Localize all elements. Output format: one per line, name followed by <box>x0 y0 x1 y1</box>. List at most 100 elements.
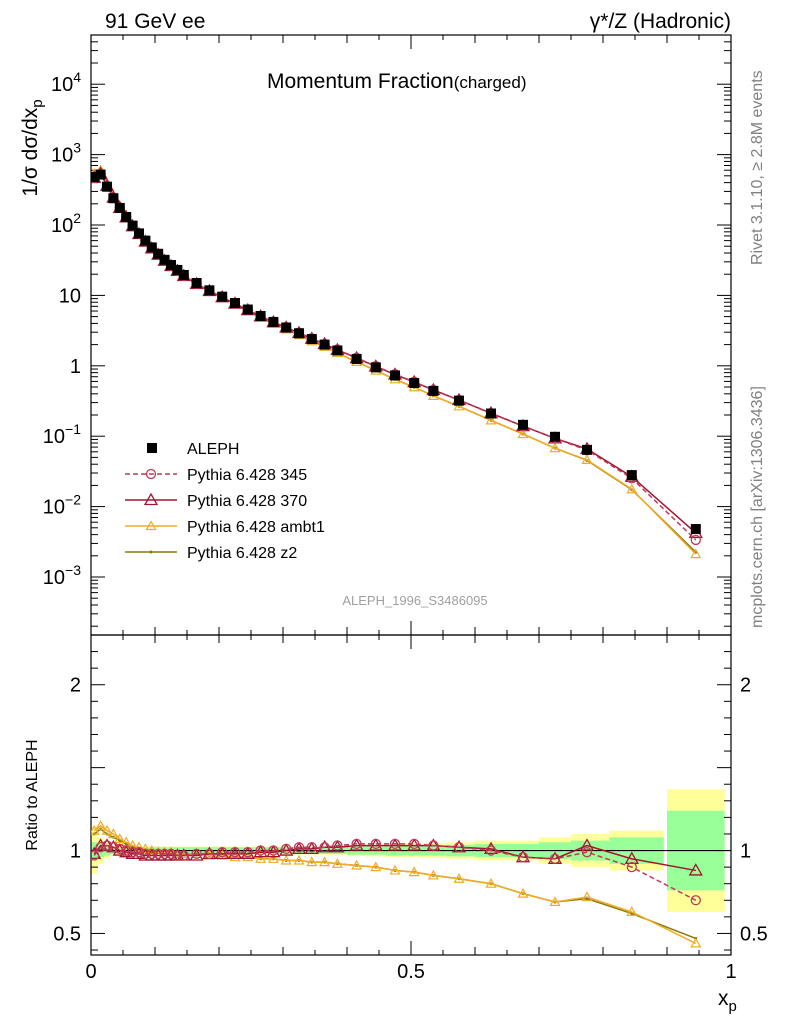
y-tick-label: 103 <box>51 140 81 167</box>
y-tick-exp: 2 <box>73 210 81 226</box>
ratio-marker-pythia-6-428-370 <box>330 839 345 853</box>
data-point <box>626 470 637 481</box>
plot-title-main: Momentum Fraction <box>267 70 454 93</box>
ratio-marker-pythia-6-428-345 <box>517 852 529 863</box>
data-point <box>230 297 240 308</box>
ratio-marker-pythia-6-428-345 <box>178 850 189 861</box>
x-tick-label: 1 <box>725 961 736 983</box>
ratio-marker-pythia-6-428-370 <box>688 863 703 876</box>
data-point <box>582 444 592 455</box>
x-axis-label-sub: p <box>729 998 737 1015</box>
data-point <box>127 220 138 231</box>
y-tick-label: 102 <box>51 210 81 237</box>
ratio-marker-pythia-6-428-ambt1 <box>427 869 439 880</box>
legend-label-pythia-6-428-z2: Pythia 6.428 z2 <box>187 545 297 562</box>
ratio-marker-pythia-6-428-345 <box>293 842 305 853</box>
x-axis-label-main: x <box>718 987 729 1010</box>
ratio-marker-pythia-6-428-345 <box>549 853 561 864</box>
data-point <box>121 211 132 222</box>
series-marker-pythia-6-428-ambt1 <box>549 442 561 453</box>
data-point <box>486 408 496 419</box>
data-point <box>255 310 266 321</box>
ratio-marker-pythia-6-428-370 <box>387 838 403 851</box>
ratio-marker-pythia-6-428-370 <box>304 841 319 855</box>
ratio-marker-pythia-6-428-ambt1 <box>133 841 145 852</box>
data-point <box>102 181 112 192</box>
y-tick-label: 10−3 <box>43 562 81 589</box>
legend-marker-pythia-6-428-345 <box>145 468 157 480</box>
ratio-tick-label-right: 1 <box>740 841 751 863</box>
ratio-marker-pythia-6-428-345 <box>581 847 593 858</box>
ratio-series <box>91 819 703 948</box>
data-point <box>281 322 292 333</box>
ratio-marker-pythia-6-428-345 <box>319 842 330 853</box>
y-tick-exp: 4 <box>73 69 81 85</box>
data-point <box>351 353 362 364</box>
ratio-marker-pythia-6-428-345 <box>306 842 317 853</box>
ratio-marker-pythia-6-428-345 <box>351 838 362 850</box>
series-marker-pythia-6-428-ambt1 <box>690 548 702 559</box>
data-point <box>191 278 202 289</box>
data-point <box>268 316 279 327</box>
ratio-tick-label: 1 <box>70 841 81 863</box>
ratio-marker-pythia-6-428-345 <box>153 848 164 860</box>
data-point <box>390 370 400 381</box>
series-marker-pythia-6-428-ambt1 <box>485 414 497 425</box>
data-point <box>204 285 215 296</box>
ratio-marker-pythia-6-428-345 <box>428 840 439 851</box>
ratio-marker-pythia-6-428-ambt1 <box>389 864 401 875</box>
legend-marker-aleph <box>147 443 157 453</box>
y-tick-label: 10−1 <box>43 421 81 448</box>
ratio-marker-pythia-6-428-ambt1 <box>581 891 593 902</box>
ratio-marker-pythia-6-428-345 <box>91 850 100 861</box>
y-tick-exp: −2 <box>65 492 81 508</box>
legend-label-pythia-6-428-ambt1: Pythia 6.428 ambt1 <box>187 519 325 536</box>
legend-label-aleph: ALEPH <box>187 441 239 458</box>
series-line-pythia-6-428-370 <box>93 172 697 534</box>
ratio-tick-label-right: 2 <box>740 675 751 697</box>
data-point <box>409 377 420 388</box>
ratio-tick-label: 2 <box>70 675 81 697</box>
data-point <box>114 202 125 213</box>
ratio-marker-pythia-6-428-ambt1 <box>690 937 702 948</box>
ratio-marker-pythia-6-428-345 <box>268 845 279 856</box>
ratio-tick-label: 0.5 <box>53 923 81 945</box>
y-tick-label: 104 <box>51 69 81 96</box>
ratio-marker-pythia-6-428-345 <box>121 845 132 856</box>
data-point <box>166 260 176 271</box>
ratio-marker-pythia-6-428-ambt1 <box>95 819 107 830</box>
y-axis-label-sub: p <box>29 99 46 107</box>
ratio-marker-pythia-6-428-ambt1 <box>306 856 318 867</box>
ratio-marker-pythia-6-428-ambt1 <box>139 843 151 853</box>
series-marker-pythia-6-428-ambt1 <box>517 428 529 439</box>
ratio-marker-pythia-6-428-345 <box>172 850 183 861</box>
plot-title: Momentum Fraction(charged) <box>267 70 527 93</box>
ratio-marker-pythia-6-428-ambt1 <box>101 824 113 835</box>
y-tick-exp: −3 <box>65 562 81 578</box>
data-point <box>332 345 343 356</box>
data-point <box>146 242 157 253</box>
series-line-pythia-6-428-345 <box>93 172 697 541</box>
ratio-marker-pythia-6-428-345 <box>370 838 381 850</box>
ratio-marker-pythia-6-428-345 <box>229 847 241 858</box>
rivet-version-label: Rivet 3.1.10, ≥ 2.8M events <box>749 70 766 265</box>
legend-marker-pythia-6-428-z2 <box>149 550 153 554</box>
ratio-marker-pythia-6-428-370 <box>266 844 281 858</box>
y-tick-label: 10 <box>59 285 81 307</box>
y-tick-exp: −1 <box>65 421 81 437</box>
y-tick-base: 10 <box>51 145 73 167</box>
ratio-tick-label-right: 0.5 <box>740 923 768 945</box>
source-label: mcplots.cern.ch [arXiv:1306.3436] <box>749 386 766 628</box>
ratio-marker-pythia-6-428-345 <box>485 845 497 856</box>
ratio-marker-pythia-6-428-370 <box>579 838 595 851</box>
ratio-marker-pythia-6-428-ambt1 <box>408 866 420 877</box>
ratio-marker-pythia-6-428-345 <box>242 847 253 858</box>
ratio-marker-pythia-6-428-345 <box>165 848 177 860</box>
ratio-marker-pythia-6-428-345 <box>114 843 125 855</box>
data-point <box>153 248 164 259</box>
ratio-marker-pythia-6-428-ambt1 <box>331 858 343 868</box>
data-point <box>217 291 228 302</box>
ratio-marker-pythia-6-428-ambt1 <box>319 856 331 867</box>
data-point <box>370 362 381 373</box>
